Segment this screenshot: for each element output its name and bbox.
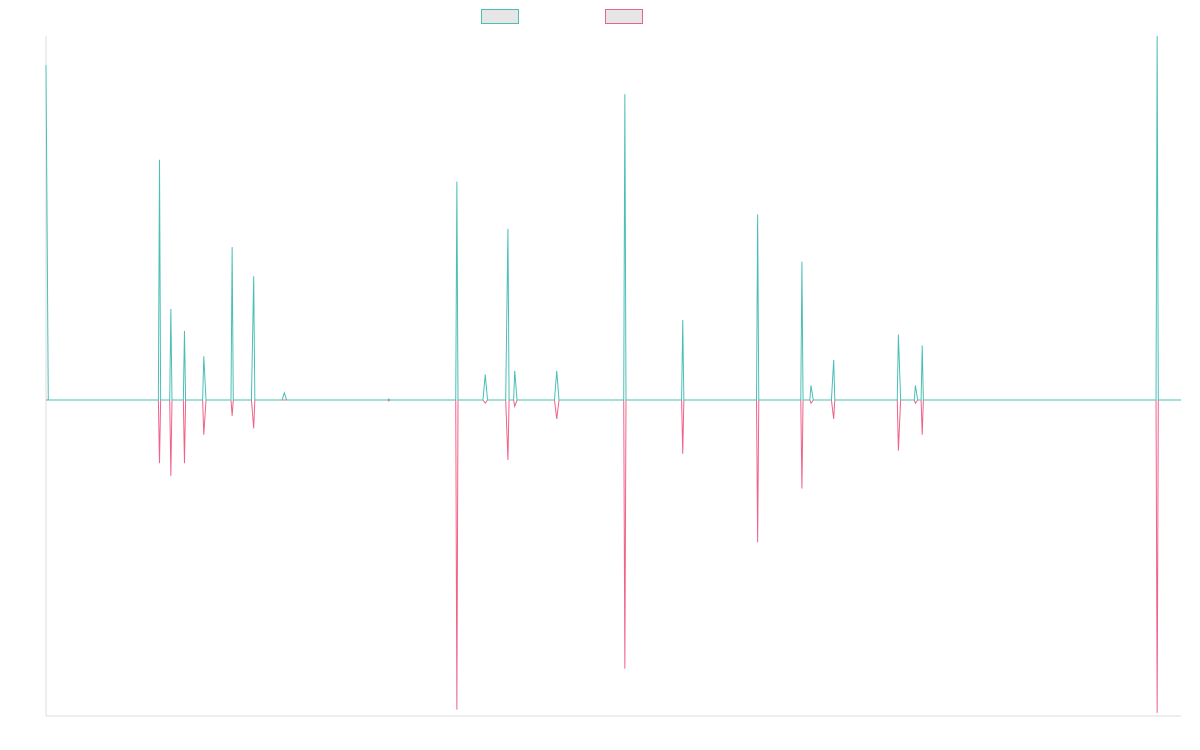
- legend-item-series-a[interactable]: [481, 9, 525, 24]
- series-line-b: [46, 399, 1181, 713]
- series-line-a: [45, 35, 1181, 401]
- legend-item-series-b[interactable]: [605, 9, 649, 24]
- legend-swatch-series-a: [481, 9, 519, 24]
- legend-swatch-series-b: [605, 9, 643, 24]
- legend: [0, 9, 1200, 27]
